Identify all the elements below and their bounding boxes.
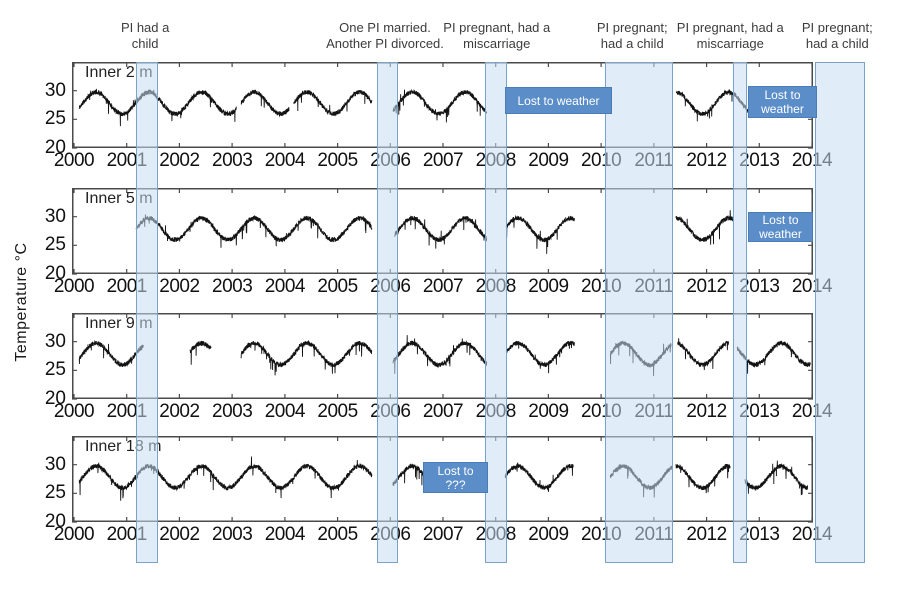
event-band (485, 62, 507, 563)
subplot-canvas (72, 62, 813, 149)
x-tick-label: 2013 (739, 524, 780, 545)
temperature-trace (135, 210, 734, 254)
subplot-title: Inner 5 m (85, 190, 153, 207)
x-tick-label: 2012 (686, 276, 727, 297)
y-tick-label: 25 (44, 482, 66, 504)
x-tick-label: 2002 (159, 150, 200, 171)
y-tick-label: 30 (44, 330, 66, 352)
axes-box (72, 436, 813, 522)
x-tick-label: 2002 (159, 276, 200, 297)
x-tick-label: 2000 (53, 150, 95, 171)
x-tick-label: 2004 (264, 276, 306, 297)
x-tick-label: 2013 (739, 150, 780, 171)
x-tick-label: 2003 (212, 276, 253, 297)
event-annotation: PI pregnant; had a child (801, 20, 873, 51)
x-tick-label: 2004 (264, 524, 306, 545)
subplot-inner-5-m: Inner 5 m (72, 188, 813, 275)
x-tick-label: 2007 (422, 276, 464, 297)
axes-box (72, 313, 813, 399)
axis-ticks (72, 188, 813, 275)
x-tick-label: 2003 (212, 524, 253, 545)
subplot-title: Inner 9 m (85, 315, 153, 332)
axes-box (72, 188, 813, 274)
y-tick-label: 25 (44, 359, 66, 381)
x-tick-label: 2000 (53, 401, 95, 422)
data-loss-label: Lost to weather (748, 86, 817, 118)
event-annotation: PI pregnant, had a miscarriage (443, 20, 551, 51)
event-band (815, 62, 865, 563)
x-tick-label: 2009 (528, 276, 569, 297)
x-tick-label: 2005 (317, 401, 358, 422)
y-tick-label: 30 (44, 453, 66, 475)
y-tick-label: 30 (44, 79, 66, 101)
x-tick-label: 2004 (264, 401, 306, 422)
x-tick-label: 2005 (317, 150, 358, 171)
x-tick-label: 2007 (422, 524, 464, 545)
event-annotation: PI pregnant; had a child (596, 20, 668, 51)
x-tick-label: 2009 (528, 524, 569, 545)
data-loss-label: Lost to ??? (423, 462, 488, 493)
y-tick-label: 20 (44, 137, 66, 158)
y-tick-label: 20 (44, 263, 66, 284)
x-tick-label: 2012 (686, 150, 727, 171)
axis-ticks (72, 313, 813, 400)
event-annotation: One PI married. Another PI divorced. (326, 20, 444, 51)
x-tick-label: 2000 (53, 524, 95, 545)
axis-ticks (72, 62, 813, 149)
x-tick-label: 2007 (422, 401, 464, 422)
event-annotation: PI had a child (120, 20, 170, 51)
data-loss-label: Lost to weather (505, 87, 612, 114)
event-band (605, 62, 673, 563)
x-tick-label: 2009 (528, 401, 569, 422)
x-tick-label: 2012 (686, 401, 727, 422)
x-tick-label: 2003 (212, 150, 253, 171)
event-annotation: PI pregnant, had a miscarriage (676, 20, 784, 51)
x-tick-label: 2004 (264, 150, 306, 171)
subplot-canvas (72, 188, 813, 275)
x-tick-label: 2000 (53, 276, 95, 297)
x-tick-label: 2005 (317, 524, 358, 545)
y-tick-label: 25 (44, 234, 66, 256)
x-tick-label: 2002 (159, 524, 200, 545)
y-tick-label: 25 (44, 108, 66, 130)
subplot-title: Inner 2 m (85, 64, 153, 81)
y-tick-label: 20 (44, 511, 66, 532)
subplot-inner-9-m: Inner 9 m (72, 313, 813, 400)
x-tick-label: 2013 (739, 401, 780, 422)
x-tick-label: 2013 (739, 276, 780, 297)
temperature-trace (78, 335, 811, 377)
y-tick-label: 30 (44, 205, 66, 227)
subplot-inner-2-m: Inner 2 m (72, 62, 813, 149)
x-tick-label: 2012 (686, 524, 727, 545)
event-band (377, 62, 398, 563)
x-tick-label: 2003 (212, 401, 253, 422)
data-loss-label: Lost to weather (748, 212, 813, 242)
x-tick-label: 2002 (159, 401, 200, 422)
axes-box (72, 62, 813, 148)
subplot-canvas (72, 313, 813, 400)
x-tick-label: 2007 (422, 150, 464, 171)
event-band (136, 62, 158, 563)
x-tick-label: 2009 (528, 150, 569, 171)
event-band (733, 62, 747, 563)
x-tick-label: 2005 (317, 276, 358, 297)
y-tick-label: 20 (44, 388, 66, 409)
